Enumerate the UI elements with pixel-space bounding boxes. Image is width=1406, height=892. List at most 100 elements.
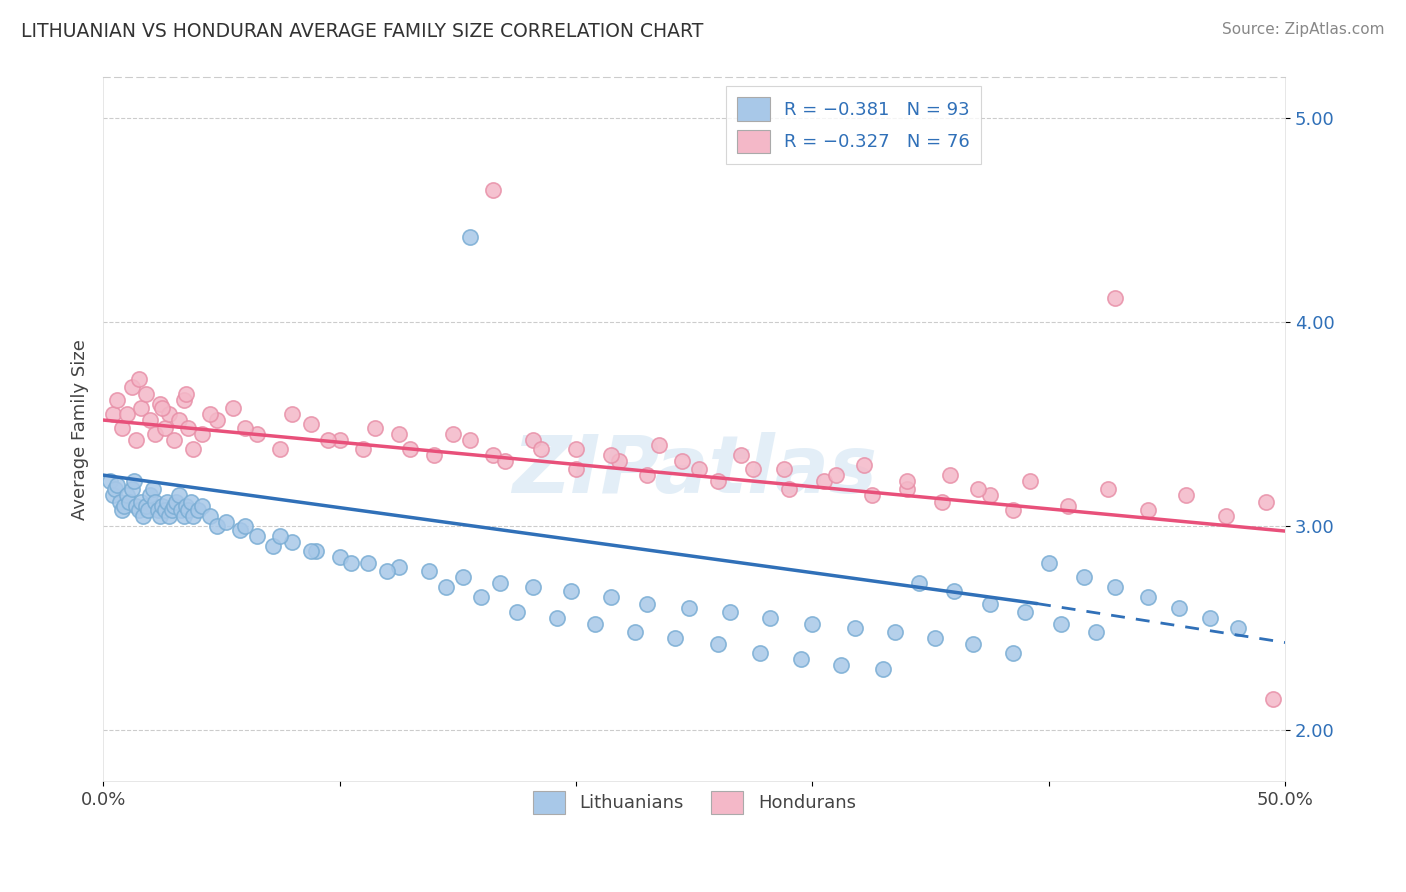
- Point: [458, 229, 481, 244]
- Point: [149, 508, 172, 523]
- Point: [931, 494, 953, 508]
- Point: [1198, 611, 1220, 625]
- Point: [529, 442, 551, 456]
- Point: [648, 437, 671, 451]
- Point: [1256, 494, 1278, 508]
- Point: [198, 508, 221, 523]
- Point: [177, 502, 200, 516]
- Point: [1137, 591, 1160, 605]
- Point: [388, 560, 411, 574]
- Point: [167, 488, 190, 502]
- Point: [352, 442, 374, 456]
- Point: [329, 434, 352, 448]
- Point: [979, 488, 1001, 502]
- Point: [1137, 502, 1160, 516]
- Point: [167, 413, 190, 427]
- Point: [423, 448, 446, 462]
- Point: [281, 535, 304, 549]
- Point: [281, 407, 304, 421]
- Point: [146, 502, 169, 516]
- Point: [830, 657, 852, 672]
- Point: [1104, 580, 1126, 594]
- Point: [860, 488, 883, 502]
- Point: [136, 502, 159, 516]
- Point: [458, 434, 481, 448]
- Point: [108, 494, 131, 508]
- Point: [1104, 291, 1126, 305]
- Point: [418, 564, 440, 578]
- Point: [191, 499, 214, 513]
- Point: [778, 483, 800, 497]
- Point: [132, 508, 155, 523]
- Point: [246, 529, 269, 543]
- Point: [174, 499, 197, 513]
- Point: [198, 407, 221, 421]
- Point: [135, 499, 157, 513]
- Point: [246, 427, 269, 442]
- Point: [191, 427, 214, 442]
- Point: [125, 434, 148, 448]
- Point: [157, 508, 180, 523]
- Text: LITHUANIAN VS HONDURAN AVERAGE FAMILY SIZE CORRELATION CHART: LITHUANIAN VS HONDURAN AVERAGE FAMILY SI…: [21, 22, 703, 41]
- Point: [489, 576, 512, 591]
- Point: [565, 462, 588, 476]
- Text: Source: ZipAtlas.com: Source: ZipAtlas.com: [1222, 22, 1385, 37]
- Point: [222, 401, 245, 415]
- Point: [269, 442, 291, 456]
- Point: [707, 637, 730, 651]
- Point: [801, 617, 824, 632]
- Point: [730, 448, 752, 462]
- Point: [399, 442, 422, 456]
- Point: [177, 421, 200, 435]
- Point: [143, 427, 166, 442]
- Point: [163, 499, 186, 513]
- Point: [357, 556, 380, 570]
- Point: [165, 494, 187, 508]
- Point: [434, 580, 457, 594]
- Point: [157, 407, 180, 421]
- Point: [115, 407, 138, 421]
- Point: [340, 556, 363, 570]
- Point: [678, 600, 700, 615]
- Point: [872, 662, 894, 676]
- Point: [128, 372, 150, 386]
- Point: [1286, 621, 1309, 635]
- Point: [600, 591, 623, 605]
- Point: [943, 584, 966, 599]
- Point: [163, 434, 186, 448]
- Point: [181, 508, 204, 523]
- Point: [924, 632, 946, 646]
- Point: [749, 646, 772, 660]
- Point: [1038, 556, 1060, 570]
- Point: [844, 621, 866, 635]
- Point: [671, 454, 693, 468]
- Point: [1215, 508, 1237, 523]
- Point: [150, 499, 173, 513]
- Point: [1002, 502, 1025, 516]
- Point: [896, 483, 918, 497]
- Point: [173, 392, 195, 407]
- Point: [262, 540, 284, 554]
- Point: [215, 515, 238, 529]
- Point: [128, 502, 150, 516]
- Point: [364, 421, 387, 435]
- Point: [1175, 488, 1198, 502]
- Point: [105, 392, 128, 407]
- Point: [170, 502, 193, 516]
- Point: [180, 494, 202, 508]
- Point: [506, 605, 529, 619]
- Point: [1167, 600, 1189, 615]
- Point: [129, 401, 152, 415]
- Point: [494, 454, 516, 468]
- Point: [813, 474, 835, 488]
- Point: [853, 458, 876, 472]
- Point: [299, 543, 322, 558]
- Point: [979, 597, 1001, 611]
- Point: [938, 468, 960, 483]
- Point: [129, 494, 152, 508]
- Point: [896, 474, 918, 488]
- Point: [1097, 483, 1119, 497]
- Point: [122, 474, 145, 488]
- Point: [299, 417, 322, 431]
- Point: [482, 448, 505, 462]
